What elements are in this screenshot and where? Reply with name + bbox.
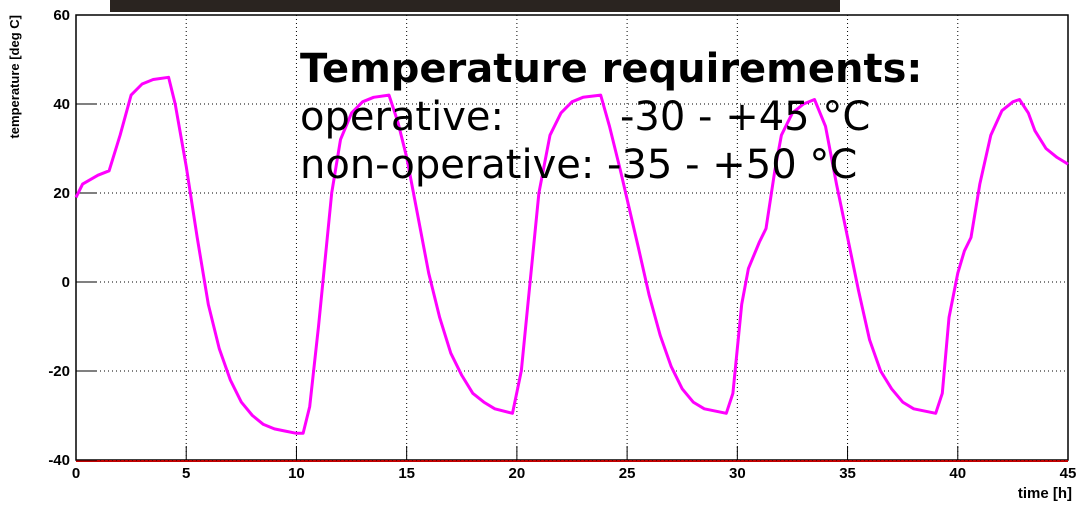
x-tick-label: 15 xyxy=(398,465,415,482)
x-tick-label: 45 xyxy=(1060,465,1077,482)
y-tick-label: 20 xyxy=(53,185,70,202)
x-tick-label: 30 xyxy=(729,465,746,482)
x-tick-label: 0 xyxy=(72,465,80,482)
annotation: operative: xyxy=(300,94,504,140)
plot-frame xyxy=(75,14,1069,461)
photo-strip xyxy=(110,0,840,12)
x-tick-label: 10 xyxy=(288,465,305,482)
y-axis-label: temperature [deg C] xyxy=(7,15,22,139)
y-tick-label: -20 xyxy=(48,363,70,380)
x-tick-label: 40 xyxy=(949,465,966,482)
line xyxy=(74,75,1069,435)
x-axis-label: time [h] xyxy=(1018,485,1072,502)
y-tick-label: -40 xyxy=(48,452,70,469)
x-tick-label: 35 xyxy=(839,465,856,482)
x-tick-label: 25 xyxy=(619,465,636,482)
y-tick-label: 0 xyxy=(62,274,70,291)
annotation: -30 - +45 °C xyxy=(620,94,870,140)
y-tick-label: 40 xyxy=(53,96,70,113)
annotation: Temperature requirements: xyxy=(300,46,922,92)
annotation: non-operative: -35 - +50 °C xyxy=(300,142,857,188)
x-tick-label: 20 xyxy=(509,465,526,482)
x-tick-label: 5 xyxy=(182,465,190,482)
y-tick-label: 60 xyxy=(53,7,70,24)
